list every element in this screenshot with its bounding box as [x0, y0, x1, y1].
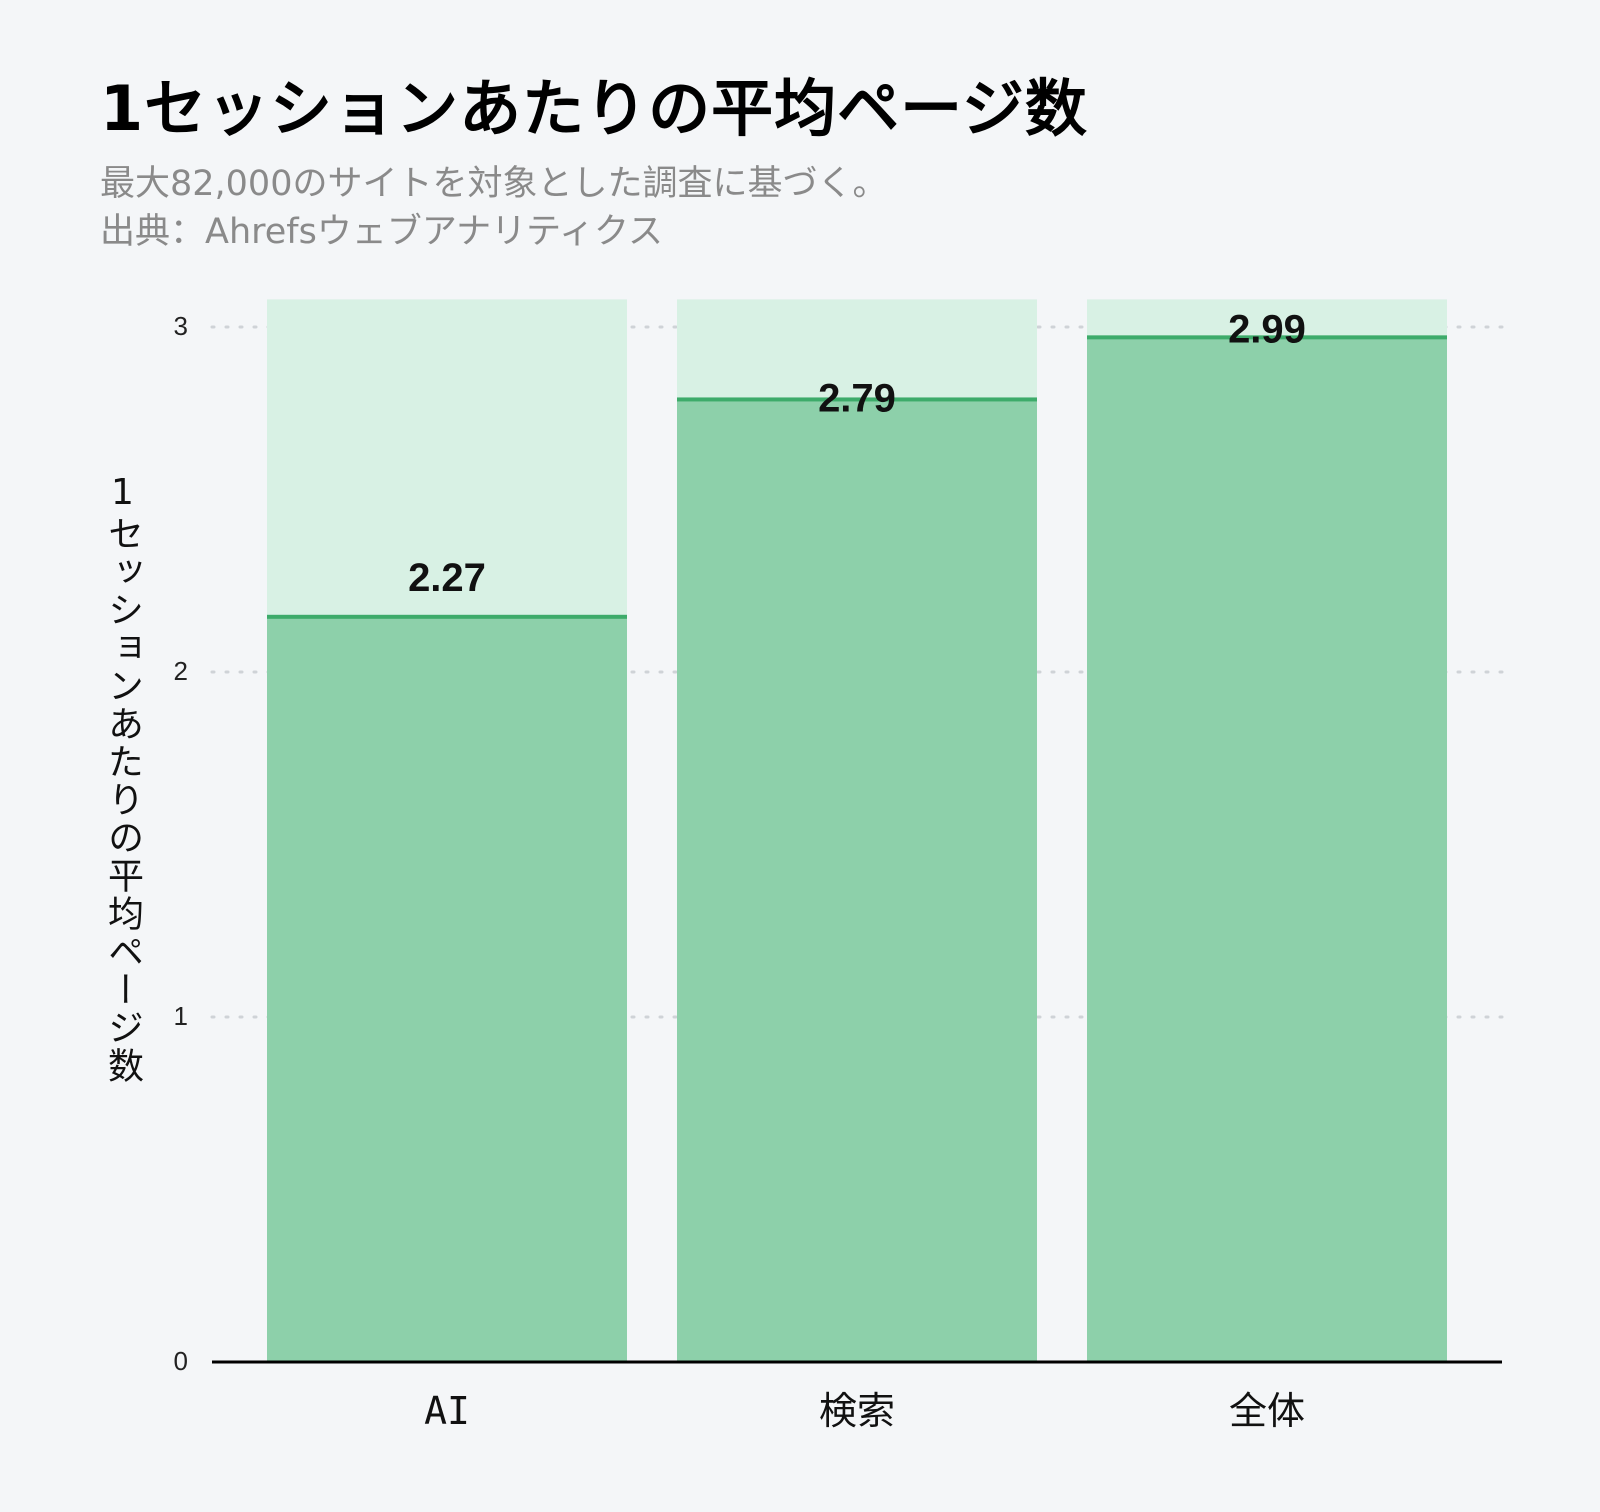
bar-1	[677, 399, 1037, 1362]
subtitle-line-source: 出典：Ahrefsウェブアナリティクス	[100, 212, 663, 252]
bar-top-line-0	[267, 614, 627, 619]
bar-2	[1087, 337, 1447, 1363]
data-label-0: 2.27	[408, 556, 486, 600]
y-tick-label-1: 1	[174, 1001, 188, 1031]
chart-title: 1セッションあたりの平均ページ数	[100, 72, 1088, 145]
data-label-1: 2.79	[818, 376, 896, 420]
y-tick-label-2: 2	[174, 656, 188, 686]
chart-subtitle: 最大82,000のサイトを対象とした調査に基づく。 出典：Ahrefsウェブアナ…	[100, 160, 887, 256]
bar-0	[267, 616, 627, 1362]
y-tick-label-3: 3	[174, 311, 188, 341]
x-tick-label-0: AI	[424, 1389, 470, 1433]
data-label-2: 2.99	[1228, 307, 1306, 351]
x-tick-label-1: 検索	[819, 1389, 895, 1433]
bar-top-line-1	[677, 397, 1037, 402]
y-tick-label-0: 0	[174, 1346, 188, 1376]
bar-top-line-2	[1087, 335, 1447, 340]
x-tick-label-2: 全体	[1229, 1389, 1305, 1433]
y-axis-label: 1セッションあたりの平均ページ数	[102, 472, 143, 1085]
subtitle-line-scope: 最大82,000のサイトを対象とした調査に基づく。	[100, 164, 888, 204]
